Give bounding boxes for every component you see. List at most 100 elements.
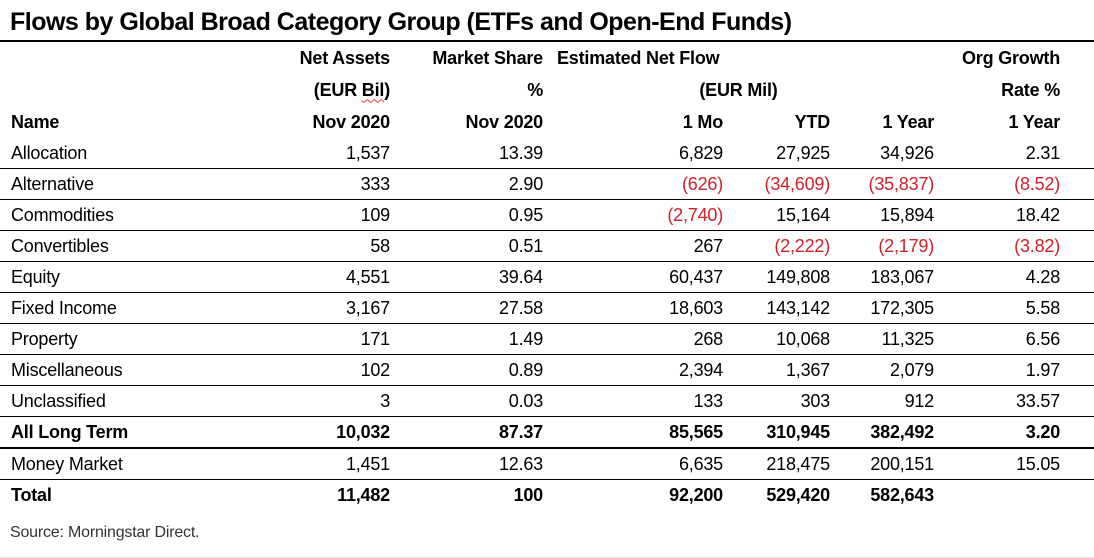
row-name: Unclassified [0,385,250,417]
cell-flow-1year: 15,894 [830,199,934,231]
table-row: Money Market 1,451 12.63 6,635 218,475 200,15… [0,448,1094,480]
header-spacer [0,42,250,74]
cell-flow-ytd: 15,164 [723,199,830,231]
cell-flow-ytd: 143,142 [723,292,830,324]
cell-flow-1mo: 18,603 [543,292,723,324]
cell-flow-ytd: (2,222) [723,230,830,262]
cell-flow-ytd: 303 [723,385,830,417]
row-name: Allocation [0,138,250,169]
header-flow-1mo: 1 Mo [682,111,723,132]
cell-net-assets: 171 [250,323,390,355]
cell-org-growth: 33.57 [934,385,1094,417]
cell-flow-1mo: 85,565 [543,416,723,449]
cell-org-growth: (3.82) [934,230,1094,262]
cell-flow-1year: 912 [830,385,934,417]
cell-flow-1mo: (2,740) [543,199,723,231]
cell-market-share: 27.58 [390,292,543,324]
header-net-assets-period: Nov 2020 [312,111,391,132]
table-row: All Long Term 10,032 87.37 85,565 310,945 382… [0,416,1094,449]
table-row: Property 171 1.49 268 10,068 11,325 6.56 [0,323,1094,355]
cell-flow-1mo: 6,829 [543,138,723,169]
cell-market-share: 0.95 [390,199,543,231]
row-name: Total [11,484,52,505]
unit-word-spellcheck: Bil [361,79,385,100]
cell-flow-1mo: 6,635 [543,448,723,480]
unit-prefix: (EUR [313,79,362,100]
header-market-share: Market Share [432,47,543,68]
row-name: Property [0,323,250,355]
cell-flow-1mo: 60,437 [543,261,723,293]
row-name: Miscellaneous [0,354,250,386]
header-row-2: (EUR Bil) % (EUR Mil) Rate % [0,74,1094,106]
table-row: Unclassified 3 0.03 133 303 912 33.57 [0,385,1094,417]
table-body: Allocation 1,537 13.39 6,829 27,925 34,926 2.3… [0,138,1094,510]
cell-flow-1year: 582,643 [870,484,934,505]
row-name: Alternative [0,168,250,200]
table-row: Commodities 109 0.95 (2,740) 15,164 15,894 18.… [0,199,1094,231]
table-row: Alternative 333 2.90 (626) (34,609) (35,837)(… [0,168,1094,200]
row-name: Convertibles [0,230,250,262]
cell-net-assets: 3 [250,385,390,417]
cell-org-growth: 6.56 [934,323,1094,355]
cell-org-growth: (8.52) [934,168,1094,200]
cell-flow-1year: (2,179) [830,230,934,262]
table-header: Net Assets Market Share Estimated Net Fl… [0,42,1094,138]
cell-net-assets: 11,482 [337,484,390,505]
cell-market-share: 2.90 [390,168,543,200]
header-flow-ytd: YTD [794,111,831,132]
cell-flow-1mo: 268 [543,323,723,355]
cell-flow-1mo: 267 [543,230,723,262]
page-title: Flows by Global Broad Category Group (ET… [0,0,1094,42]
cell-market-share: 13.39 [390,138,543,169]
cell-net-assets: 58 [250,230,390,262]
table-row: Convertibles 58 0.51 267 (2,222) (2,179) (3.82… [0,230,1094,262]
cell-org-growth: 15.05 [934,448,1094,480]
cell-org-growth: 1.97 [934,354,1094,386]
row-name: Commodities [0,199,250,231]
row-name: Fixed Income [0,292,250,324]
header-spacer [0,74,250,106]
row-name: All Long Term [0,416,250,449]
cell-flow-ytd: 1,367 [723,354,830,386]
header-flow-1year: 1 Year [882,111,934,132]
table-row: Total 11,482 100 92,200 529,420 582,643 [0,480,1094,511]
cell-market-share: 0.03 [390,385,543,417]
cell-flow-ytd: (34,609) [723,168,830,200]
cell-flow-1year: 34,926 [830,138,934,169]
cell-flow-1year: 382,492 [830,416,934,449]
cell-org-growth: 18.42 [934,199,1094,231]
header-row-1: Net Assets Market Share Estimated Net Fl… [0,42,1094,74]
cell-org-growth: 4.28 [934,261,1094,293]
cell-flow-1mo: 92,200 [669,484,723,505]
table-row: Equity 4,551 39.64 60,437 149,808 183,067 4.28 [0,261,1094,293]
cell-flow-ytd: 10,068 [723,323,830,355]
cell-flow-1year: 172,305 [830,292,934,324]
row-name: Money Market [0,448,250,480]
cell-org-growth: 3.20 [934,416,1094,449]
cell-net-assets: 1,451 [250,448,390,480]
cell-net-assets: 3,167 [250,292,390,324]
cell-flow-ytd: 529,420 [766,484,830,505]
source-note: Source: Morningstar Direct. [10,524,200,541]
cell-net-assets: 333 [250,168,390,200]
cell-market-share: 0.89 [390,354,543,386]
table-row: Allocation 1,537 13.39 6,829 27,925 34,926 2.3… [0,138,1094,169]
cell-flow-1year: 183,067 [830,261,934,293]
row-name: Equity [0,261,250,293]
header-est-net-flow-unit: (EUR Mil) [699,79,778,100]
cell-org-growth [934,480,1094,511]
cell-flow-1year: (35,837) [830,168,934,200]
header-row-3: Name Nov 2020 Nov 2020 1 Mo YTD 1 Year 1… [0,106,1094,138]
table-row: Fixed Income 3,167 27.58 18,603 143,142 172,3… [0,292,1094,324]
header-org-growth: Org Growth [962,47,1060,68]
header-net-assets-unit: (EUR Bil) [250,74,390,106]
cell-net-assets: 102 [250,354,390,386]
unit-suffix: ) [384,79,390,100]
cell-net-assets: 109 [250,199,390,231]
cell-flow-ytd: 27,925 [723,138,830,169]
cell-flow-1year: 2,079 [830,354,934,386]
cell-market-share: 0.51 [390,230,543,262]
cell-org-growth: 5.58 [934,292,1094,324]
header-org-growth-unit: Rate % [1001,79,1060,100]
flows-table: Net Assets Market Share Estimated Net Fl… [0,42,1094,510]
